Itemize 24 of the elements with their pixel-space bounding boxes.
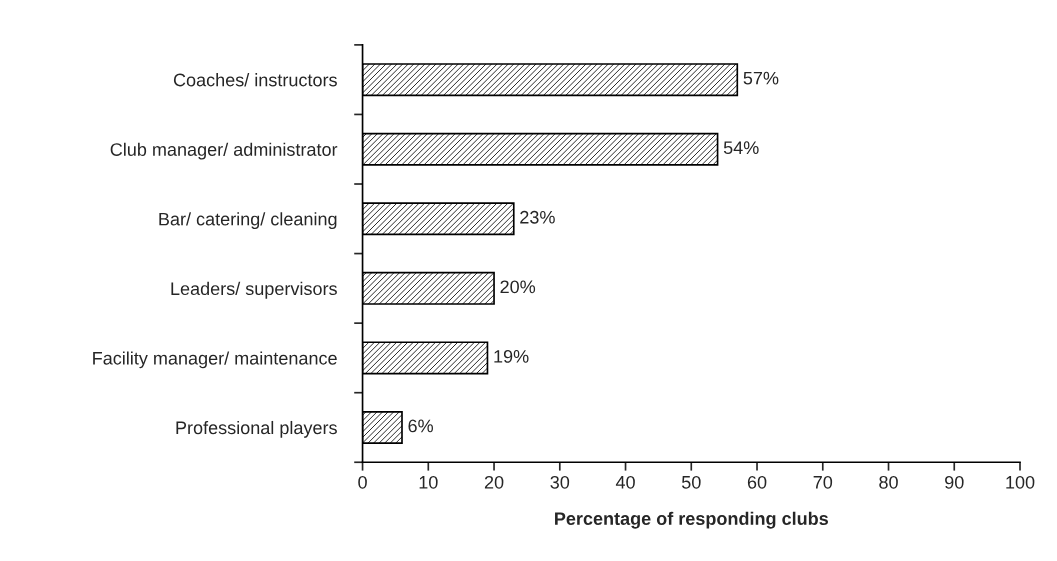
x-tick-label: 30 xyxy=(550,475,570,489)
data-label: 20% xyxy=(500,280,536,294)
data-label: 6% xyxy=(408,419,434,433)
y-tick-label: Coaches/ instructors xyxy=(173,73,337,87)
y-tick-label: Facility manager/ maintenance xyxy=(93,351,337,369)
data-label: 57% xyxy=(743,71,779,85)
y-tick-label: Bar/ catering/ cleaning xyxy=(159,212,337,230)
data-label: 19% xyxy=(494,349,529,363)
x-tick-label: 100 xyxy=(1006,475,1035,489)
x-axis-title: Percentage of responding clubs xyxy=(555,511,828,529)
data-label: 54% xyxy=(723,141,759,155)
data-label: 23% xyxy=(520,210,555,224)
x-tick-label: 60 xyxy=(747,475,767,489)
x-tick-label: 70 xyxy=(813,475,833,489)
x-tick-label: 80 xyxy=(879,475,898,489)
y-tick-label: Leaders/ supervisors xyxy=(171,281,337,299)
y-tick-label: Professional players xyxy=(176,420,337,438)
x-tick-label: 20 xyxy=(484,475,504,489)
x-tick-label: 50 xyxy=(681,475,701,489)
y-tick-label: Club manager/ administrator xyxy=(110,142,338,160)
x-tick-label: 40 xyxy=(615,475,635,489)
x-tick-label: 90 xyxy=(945,475,964,489)
x-tick-label: 10 xyxy=(419,475,438,489)
x-tick-label: 0 xyxy=(358,475,367,489)
